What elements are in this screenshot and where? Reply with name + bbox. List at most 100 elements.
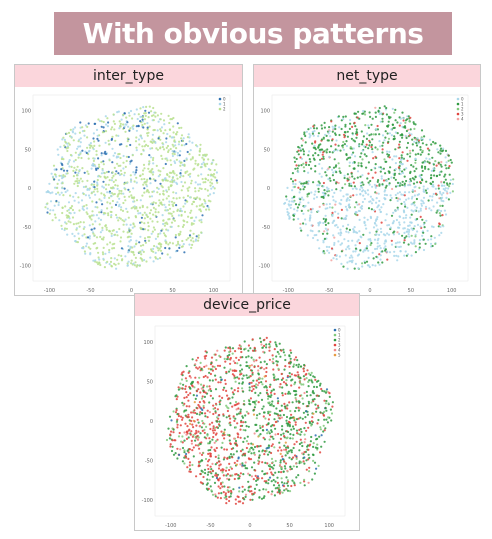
scatter-point (307, 154, 310, 157)
scatter-point (428, 138, 432, 141)
scatter-point (398, 221, 401, 224)
scatter-point (248, 458, 251, 461)
scatter-point (328, 166, 331, 169)
scatter-point (281, 428, 284, 431)
scatter-point (70, 205, 74, 208)
scatter-point (66, 149, 69, 153)
scatter-point (448, 173, 451, 176)
scatter-point (86, 146, 89, 149)
scatter-point (280, 349, 283, 352)
scatter-point (314, 140, 317, 143)
scatter-point (191, 435, 194, 438)
scatter-point (77, 201, 80, 204)
scatter-point (401, 234, 404, 237)
scatter-point (118, 197, 121, 200)
scatter-point (230, 492, 233, 495)
scatter-point (382, 203, 385, 206)
scatter-point (254, 391, 257, 394)
scatter-point (111, 199, 114, 203)
scatter-point (148, 125, 151, 128)
scatter-point (373, 166, 376, 169)
scatter-point (263, 368, 266, 371)
scatter-point (367, 147, 370, 150)
scatter-point (167, 218, 170, 221)
scatter-point (154, 202, 157, 205)
scatter-point (277, 432, 280, 436)
scatter-point (383, 105, 386, 108)
scatter-point (324, 220, 327, 223)
scatter-point (332, 127, 335, 130)
scatter-point (177, 388, 180, 391)
scatter-point (197, 430, 200, 433)
scatter-point (324, 171, 327, 174)
scatter-point (197, 236, 200, 239)
scatter-point (322, 239, 325, 242)
scatter-point (177, 242, 180, 245)
scatter-point (314, 434, 317, 437)
scatter-point (400, 154, 403, 157)
scatter-point (218, 424, 221, 427)
scatter-point (337, 162, 340, 165)
scatter-point (287, 392, 290, 395)
scatter-point (305, 429, 308, 432)
scatter-point (317, 418, 320, 422)
scatter-point (147, 221, 150, 224)
scatter-point (204, 391, 207, 394)
scatter-point (274, 341, 277, 344)
scatter-point (376, 180, 379, 183)
scatter-point (362, 109, 365, 113)
scatter-point (227, 490, 230, 494)
scatter-point (348, 203, 351, 206)
scatter-point (442, 149, 445, 152)
scatter-point (115, 156, 118, 159)
scatter-point (111, 171, 114, 174)
scatter-point (62, 176, 65, 179)
scatter-point (251, 371, 254, 374)
scatter-point (55, 186, 59, 189)
scatter-point (343, 136, 346, 139)
scatter-point (164, 222, 167, 225)
scatter-point (280, 416, 283, 419)
scatter-point (353, 177, 356, 180)
scatter-point (367, 249, 370, 252)
scatter-point (368, 111, 371, 114)
scatter-point (202, 205, 205, 208)
scatter-point (364, 113, 367, 116)
scatter-point (200, 187, 203, 190)
scatter-point (178, 431, 181, 435)
scatter-point (342, 265, 345, 268)
scatter-point (212, 431, 215, 434)
scatter-point (211, 379, 214, 382)
scatter-point (296, 371, 299, 374)
scatter-point (401, 125, 404, 128)
scatter-point (291, 180, 295, 183)
scatter-point (371, 197, 374, 201)
scatter-point (237, 433, 240, 436)
scatter-point (201, 156, 204, 159)
scatter-point (209, 168, 212, 172)
scatter-point (333, 158, 336, 161)
scatter-point (228, 499, 231, 503)
scatter-point (221, 481, 224, 484)
scatter-point (240, 368, 244, 371)
scatter-point (97, 118, 100, 121)
scatter-point (146, 134, 149, 137)
scatter-point (303, 484, 306, 487)
scatter-point (402, 117, 405, 120)
scatter-point (212, 427, 215, 430)
scatter-point (297, 417, 300, 420)
scatter-point (313, 146, 317, 149)
scatter-point (170, 200, 174, 203)
scatter-point (259, 337, 262, 340)
scatter-point (60, 191, 63, 194)
scatter-point (46, 202, 49, 205)
scatter-point (179, 233, 182, 236)
scatter-point (175, 204, 178, 207)
scatter-point (144, 114, 147, 117)
scatter-point (408, 149, 412, 152)
scatter-point (308, 466, 311, 469)
scatter-point (296, 167, 299, 170)
scatter-point (406, 253, 410, 256)
scatter-point (272, 368, 275, 371)
scatter-point (171, 439, 174, 442)
